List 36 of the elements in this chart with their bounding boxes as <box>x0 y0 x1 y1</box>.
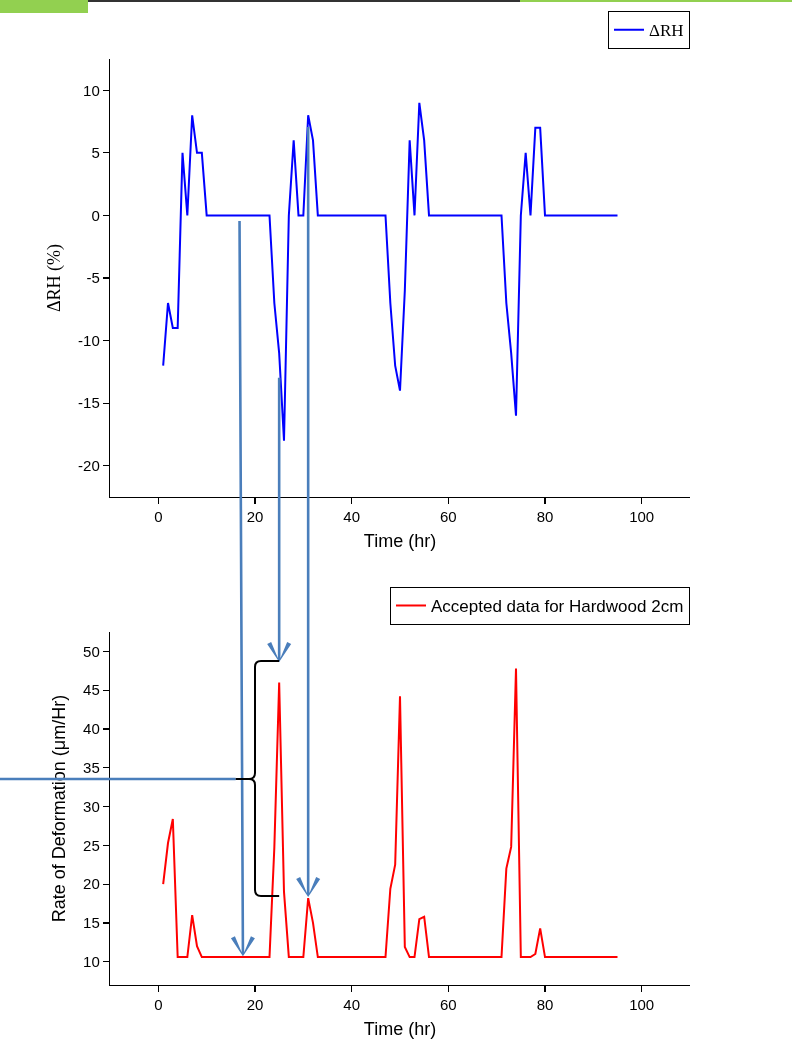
x-tick-label: 0 <box>154 508 163 526</box>
y-tick-label: 15 <box>83 914 100 932</box>
line-series <box>162 667 619 959</box>
x-tick-label: 40 <box>343 996 361 1014</box>
x-tick-label: 60 <box>439 508 457 526</box>
y-tick-label: 25 <box>83 836 100 854</box>
y-tick-label: 20 <box>83 875 100 893</box>
x-axis-title: Time (hr) <box>363 1019 437 1040</box>
y-axis-title: ΔRH (%) <box>44 243 66 313</box>
y-tick-label: 35 <box>83 759 100 777</box>
y-tick-label: 50 <box>83 642 100 660</box>
x-tick-label: 40 <box>343 508 361 526</box>
y-tick-label: -15 <box>78 394 100 412</box>
x-tick-label: 0 <box>154 996 163 1014</box>
legend-label: Accepted data for Hardwood 2cm <box>431 597 684 617</box>
y-tick-label: -10 <box>78 331 100 349</box>
x-tick-label: 20 <box>246 996 264 1014</box>
line-series <box>162 101 619 442</box>
y-axis-title: Rate of Deformation (μm/Hr) <box>49 694 70 923</box>
x-tick-label: 80 <box>536 996 554 1014</box>
y-tick-label: 10 <box>83 952 100 970</box>
y-tick-label: 5 <box>91 144 100 162</box>
x-tick-label: 100 <box>629 996 655 1014</box>
x-axis-title: Time (hr) <box>363 531 437 552</box>
y-tick-label: -5 <box>86 269 100 287</box>
x-tick-label: 100 <box>629 508 655 526</box>
x-tick-label: 80 <box>536 508 554 526</box>
y-tick-label: 45 <box>83 681 100 699</box>
x-tick-label: 20 <box>246 508 264 526</box>
y-tick-label: 40 <box>83 720 100 738</box>
y-tick-label: -20 <box>78 456 100 474</box>
legend-label: ΔRH <box>649 21 684 41</box>
x-tick-label: 60 <box>439 996 457 1014</box>
y-tick-label: 30 <box>83 797 100 815</box>
y-tick-label: 10 <box>83 81 100 99</box>
y-tick-label: 0 <box>91 206 100 224</box>
